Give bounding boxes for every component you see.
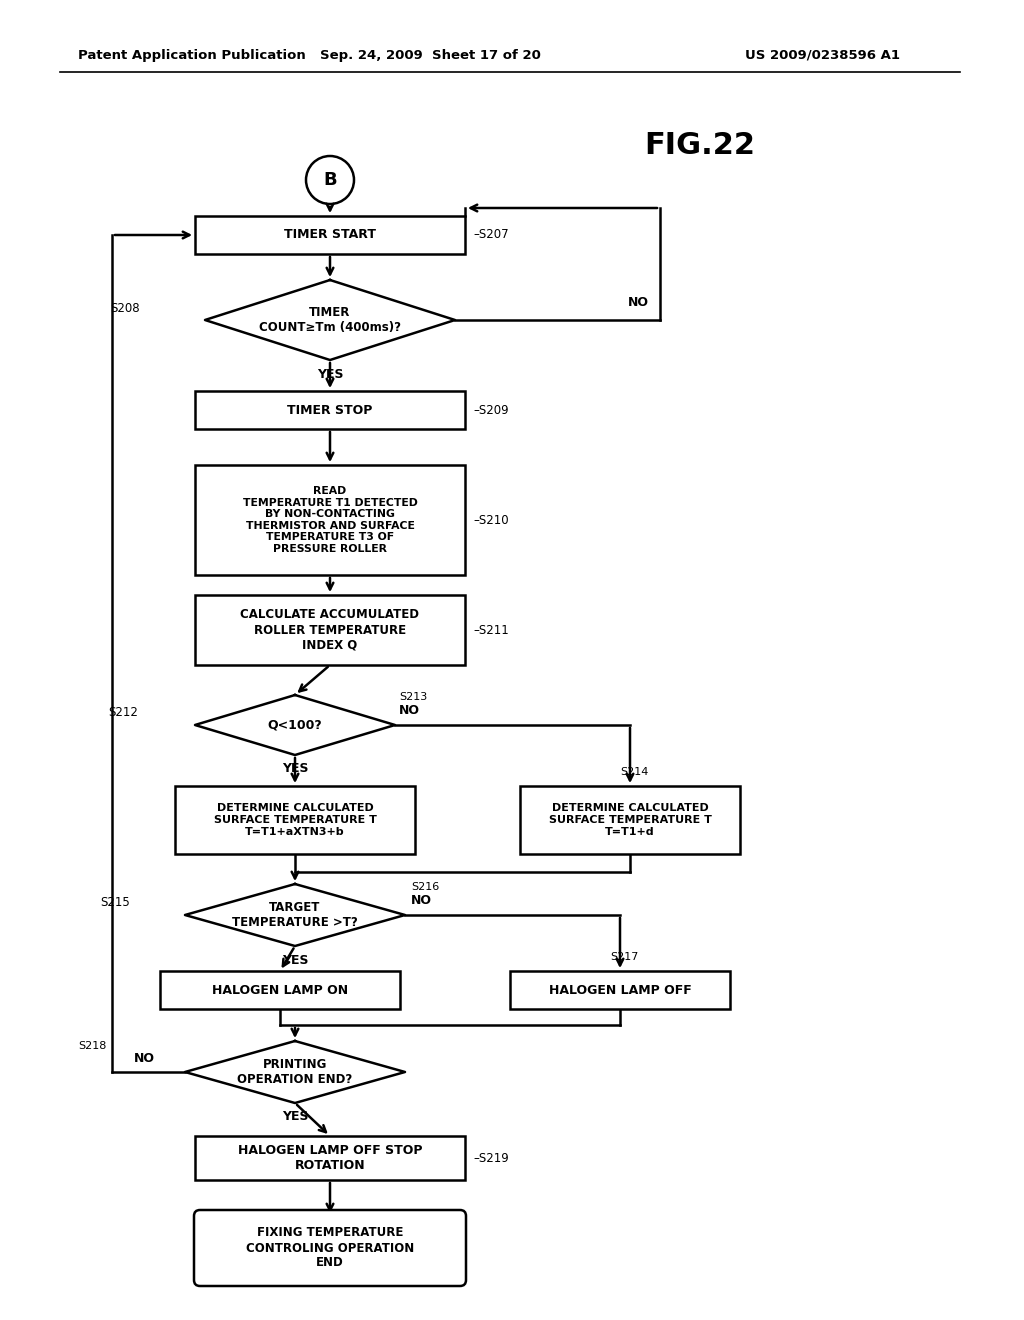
Text: HALOGEN LAMP OFF STOP
ROTATION: HALOGEN LAMP OFF STOP ROTATION xyxy=(238,1144,422,1172)
Text: –S219: –S219 xyxy=(473,1151,509,1164)
Text: HALOGEN LAMP OFF: HALOGEN LAMP OFF xyxy=(549,983,691,997)
Text: S214: S214 xyxy=(620,767,648,777)
Text: DETERMINE CALCULATED
SURFACE TEMPERATURE T
T=T1+d: DETERMINE CALCULATED SURFACE TEMPERATURE… xyxy=(549,804,712,837)
Text: DETERMINE CALCULATED
SURFACE TEMPERATURE T
T=T1+aXTΝ3+b: DETERMINE CALCULATED SURFACE TEMPERATURE… xyxy=(214,804,377,837)
Text: NO: NO xyxy=(411,895,431,908)
Text: YES: YES xyxy=(282,1110,308,1123)
Text: Q<100?: Q<100? xyxy=(267,718,323,731)
FancyBboxPatch shape xyxy=(175,785,415,854)
Text: TIMER STOP: TIMER STOP xyxy=(288,404,373,417)
Text: S218: S218 xyxy=(78,1041,106,1051)
FancyBboxPatch shape xyxy=(195,216,465,253)
Text: –S211: –S211 xyxy=(473,623,509,636)
Text: TIMER
COUNT≥Tm (400ms)?: TIMER COUNT≥Tm (400ms)? xyxy=(259,306,401,334)
Text: S208: S208 xyxy=(110,301,139,314)
Text: Sep. 24, 2009  Sheet 17 of 20: Sep. 24, 2009 Sheet 17 of 20 xyxy=(319,49,541,62)
Text: PRINTING
OPERATION END?: PRINTING OPERATION END? xyxy=(238,1059,352,1086)
Text: –S207: –S207 xyxy=(473,228,509,242)
Text: NO: NO xyxy=(628,296,648,309)
Text: CALCULATE ACCUMULATED
ROLLER TEMPERATURE
INDEX Q: CALCULATE ACCUMULATED ROLLER TEMPERATURE… xyxy=(241,609,420,652)
Text: TARGET
TEMPERATURE >T?: TARGET TEMPERATURE >T? xyxy=(232,902,357,929)
Text: YES: YES xyxy=(316,367,343,380)
FancyBboxPatch shape xyxy=(194,1210,466,1286)
Text: S217: S217 xyxy=(610,952,638,962)
Text: S213: S213 xyxy=(399,692,427,702)
FancyBboxPatch shape xyxy=(195,465,465,576)
Text: S216: S216 xyxy=(411,882,439,892)
FancyBboxPatch shape xyxy=(520,785,740,854)
Text: NO: NO xyxy=(398,705,420,718)
Text: S212: S212 xyxy=(108,706,138,719)
Text: YES: YES xyxy=(282,953,308,966)
Text: HALOGEN LAMP ON: HALOGEN LAMP ON xyxy=(212,983,348,997)
Text: TIMER START: TIMER START xyxy=(284,228,376,242)
Text: FIG.22: FIG.22 xyxy=(644,131,756,160)
FancyBboxPatch shape xyxy=(160,972,400,1008)
Text: US 2009/0238596 A1: US 2009/0238596 A1 xyxy=(745,49,900,62)
Text: –S210: –S210 xyxy=(473,513,509,527)
FancyBboxPatch shape xyxy=(510,972,730,1008)
FancyBboxPatch shape xyxy=(195,595,465,665)
Text: B: B xyxy=(324,172,337,189)
FancyBboxPatch shape xyxy=(195,391,465,429)
Text: S215: S215 xyxy=(100,896,130,909)
Text: –S209: –S209 xyxy=(473,404,509,417)
FancyBboxPatch shape xyxy=(195,1137,465,1180)
Text: YES: YES xyxy=(282,763,308,776)
Text: NO: NO xyxy=(134,1052,155,1064)
Text: READ
TEMPERATURE T1 DETECTED
BY NON-CONTACTING
THERMISTOR AND SURFACE
TEMPERATUR: READ TEMPERATURE T1 DETECTED BY NON-CONT… xyxy=(243,486,418,554)
Text: FIXING TEMPERATURE
CONTROLING OPERATION
END: FIXING TEMPERATURE CONTROLING OPERATION … xyxy=(246,1226,414,1270)
Text: Patent Application Publication: Patent Application Publication xyxy=(78,49,306,62)
